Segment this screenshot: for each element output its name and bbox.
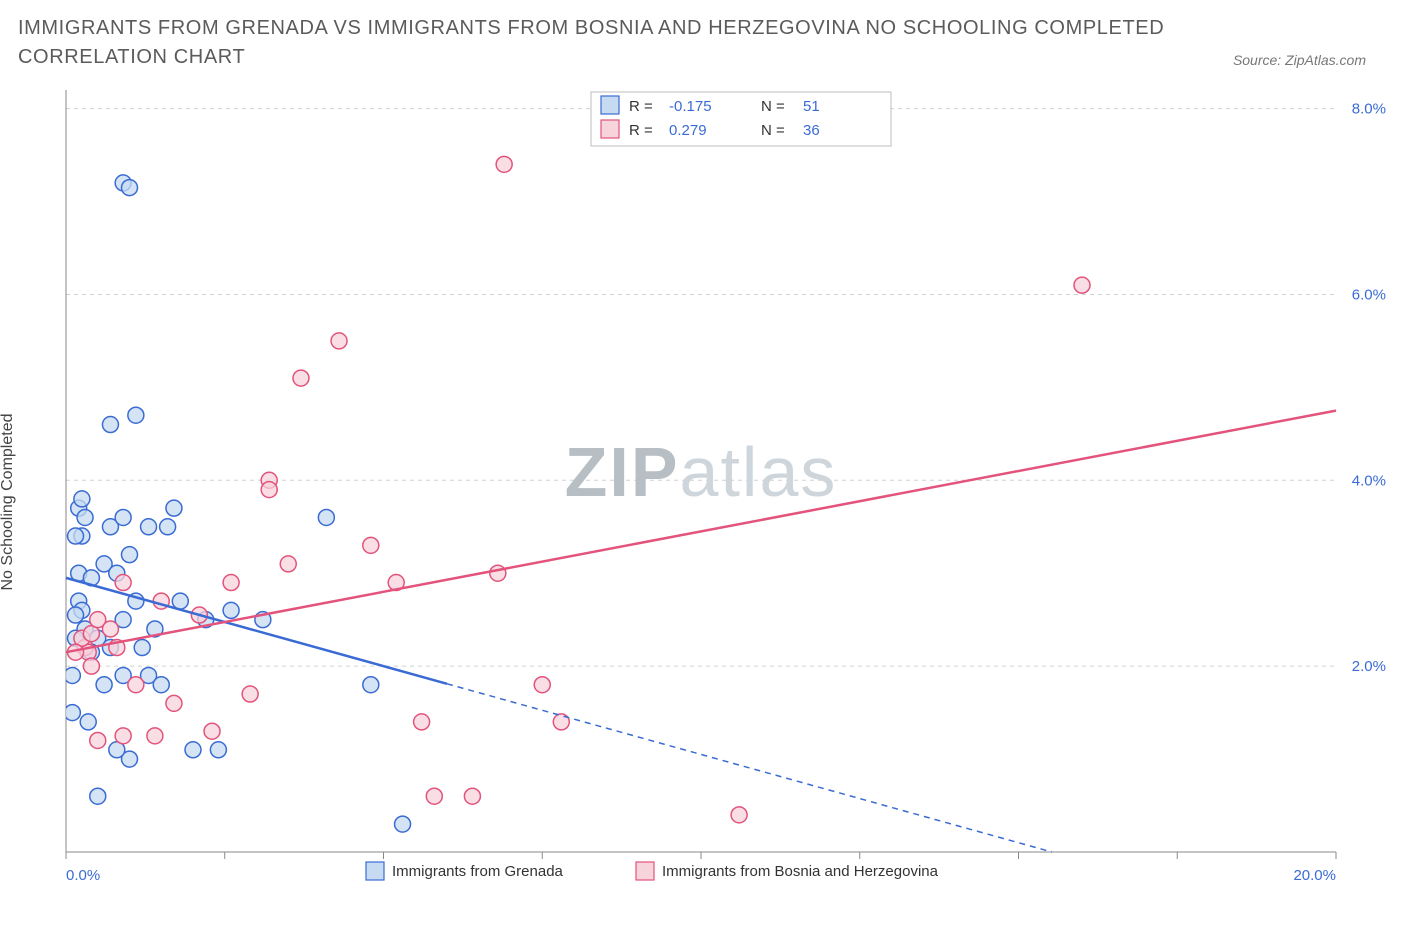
chart-title: IMMIGRANTS FROM GRENADA VS IMMIGRANTS FR… [18, 14, 1168, 72]
data-point [122, 180, 138, 196]
legend-n-label: N = [761, 98, 785, 115]
data-point [134, 640, 150, 656]
y-tick-label: 2.0% [1352, 658, 1386, 675]
data-point [153, 677, 169, 693]
data-point [74, 491, 90, 507]
data-point [68, 528, 84, 544]
data-point [172, 593, 188, 609]
data-point [280, 556, 296, 572]
data-point [90, 788, 106, 804]
legend-r-value: 0.279 [669, 122, 707, 139]
data-point [147, 728, 163, 744]
legend-r-label: R = [629, 122, 653, 139]
data-point [553, 714, 569, 730]
data-point [115, 509, 131, 525]
legend-swatch [636, 862, 654, 880]
data-point [102, 417, 118, 433]
data-point [77, 509, 93, 525]
data-point [68, 607, 84, 623]
legend-series-label: Immigrants from Bosnia and Herzegovina [662, 863, 939, 880]
data-point [96, 677, 112, 693]
watermark: ZIPatlas [565, 433, 838, 511]
gridlines [66, 109, 1336, 667]
data-point [185, 742, 201, 758]
data-point [242, 686, 258, 702]
data-point [534, 677, 550, 693]
data-point [64, 667, 80, 683]
data-point [1074, 277, 1090, 293]
data-point [80, 714, 96, 730]
data-point [496, 156, 512, 172]
data-point [426, 788, 442, 804]
data-point [141, 519, 157, 535]
data-point [115, 575, 131, 591]
legend-swatch [601, 96, 619, 114]
legend-swatch [366, 862, 384, 880]
data-point [223, 575, 239, 591]
data-point [318, 509, 334, 525]
data-point [122, 547, 138, 563]
trend-line-dashed-grenada [447, 684, 1052, 852]
legend-r-value: -0.175 [669, 98, 712, 115]
data-point [128, 407, 144, 423]
data-point [363, 537, 379, 553]
data-point [102, 621, 118, 637]
scatter-chart: 2.0% 4.0% 6.0% 8.0% ZIPatlas 0.0% 20.0% R = -0.1… [18, 84, 1388, 914]
data-point [166, 500, 182, 516]
data-point [395, 816, 411, 832]
data-point [223, 602, 239, 618]
data-point [128, 677, 144, 693]
data-point [293, 370, 309, 386]
data-point [166, 695, 182, 711]
y-tick-label: 6.0% [1352, 286, 1386, 303]
y-tick-label: 4.0% [1352, 472, 1386, 489]
legend-n-label: N = [761, 122, 785, 139]
legend-swatch [601, 120, 619, 138]
data-point [331, 333, 347, 349]
legend-series-label: Immigrants from Grenada [392, 863, 564, 880]
data-point [363, 677, 379, 693]
data-point [490, 565, 506, 581]
data-point [83, 658, 99, 674]
legend-n-value: 51 [803, 98, 820, 115]
source-label: Source: ZipAtlas.com [1233, 52, 1366, 68]
data-point [64, 705, 80, 721]
data-point [204, 723, 220, 739]
x-tick-label: 0.0% [66, 867, 100, 884]
legend-r-label: R = [629, 98, 653, 115]
data-point [731, 807, 747, 823]
data-point [261, 482, 277, 498]
data-point [90, 732, 106, 748]
data-point [210, 742, 226, 758]
legend-n-value: 36 [803, 122, 820, 139]
data-point [115, 728, 131, 744]
data-point [414, 714, 430, 730]
data-point [160, 519, 176, 535]
bottom-legend: Immigrants from Grenada Immigrants from B… [366, 862, 939, 880]
x-tick-label: 20.0% [1293, 867, 1336, 884]
data-point [464, 788, 480, 804]
y-axis-label: No Schooling Completed [0, 414, 17, 591]
y-tick-label: 8.0% [1352, 101, 1386, 118]
